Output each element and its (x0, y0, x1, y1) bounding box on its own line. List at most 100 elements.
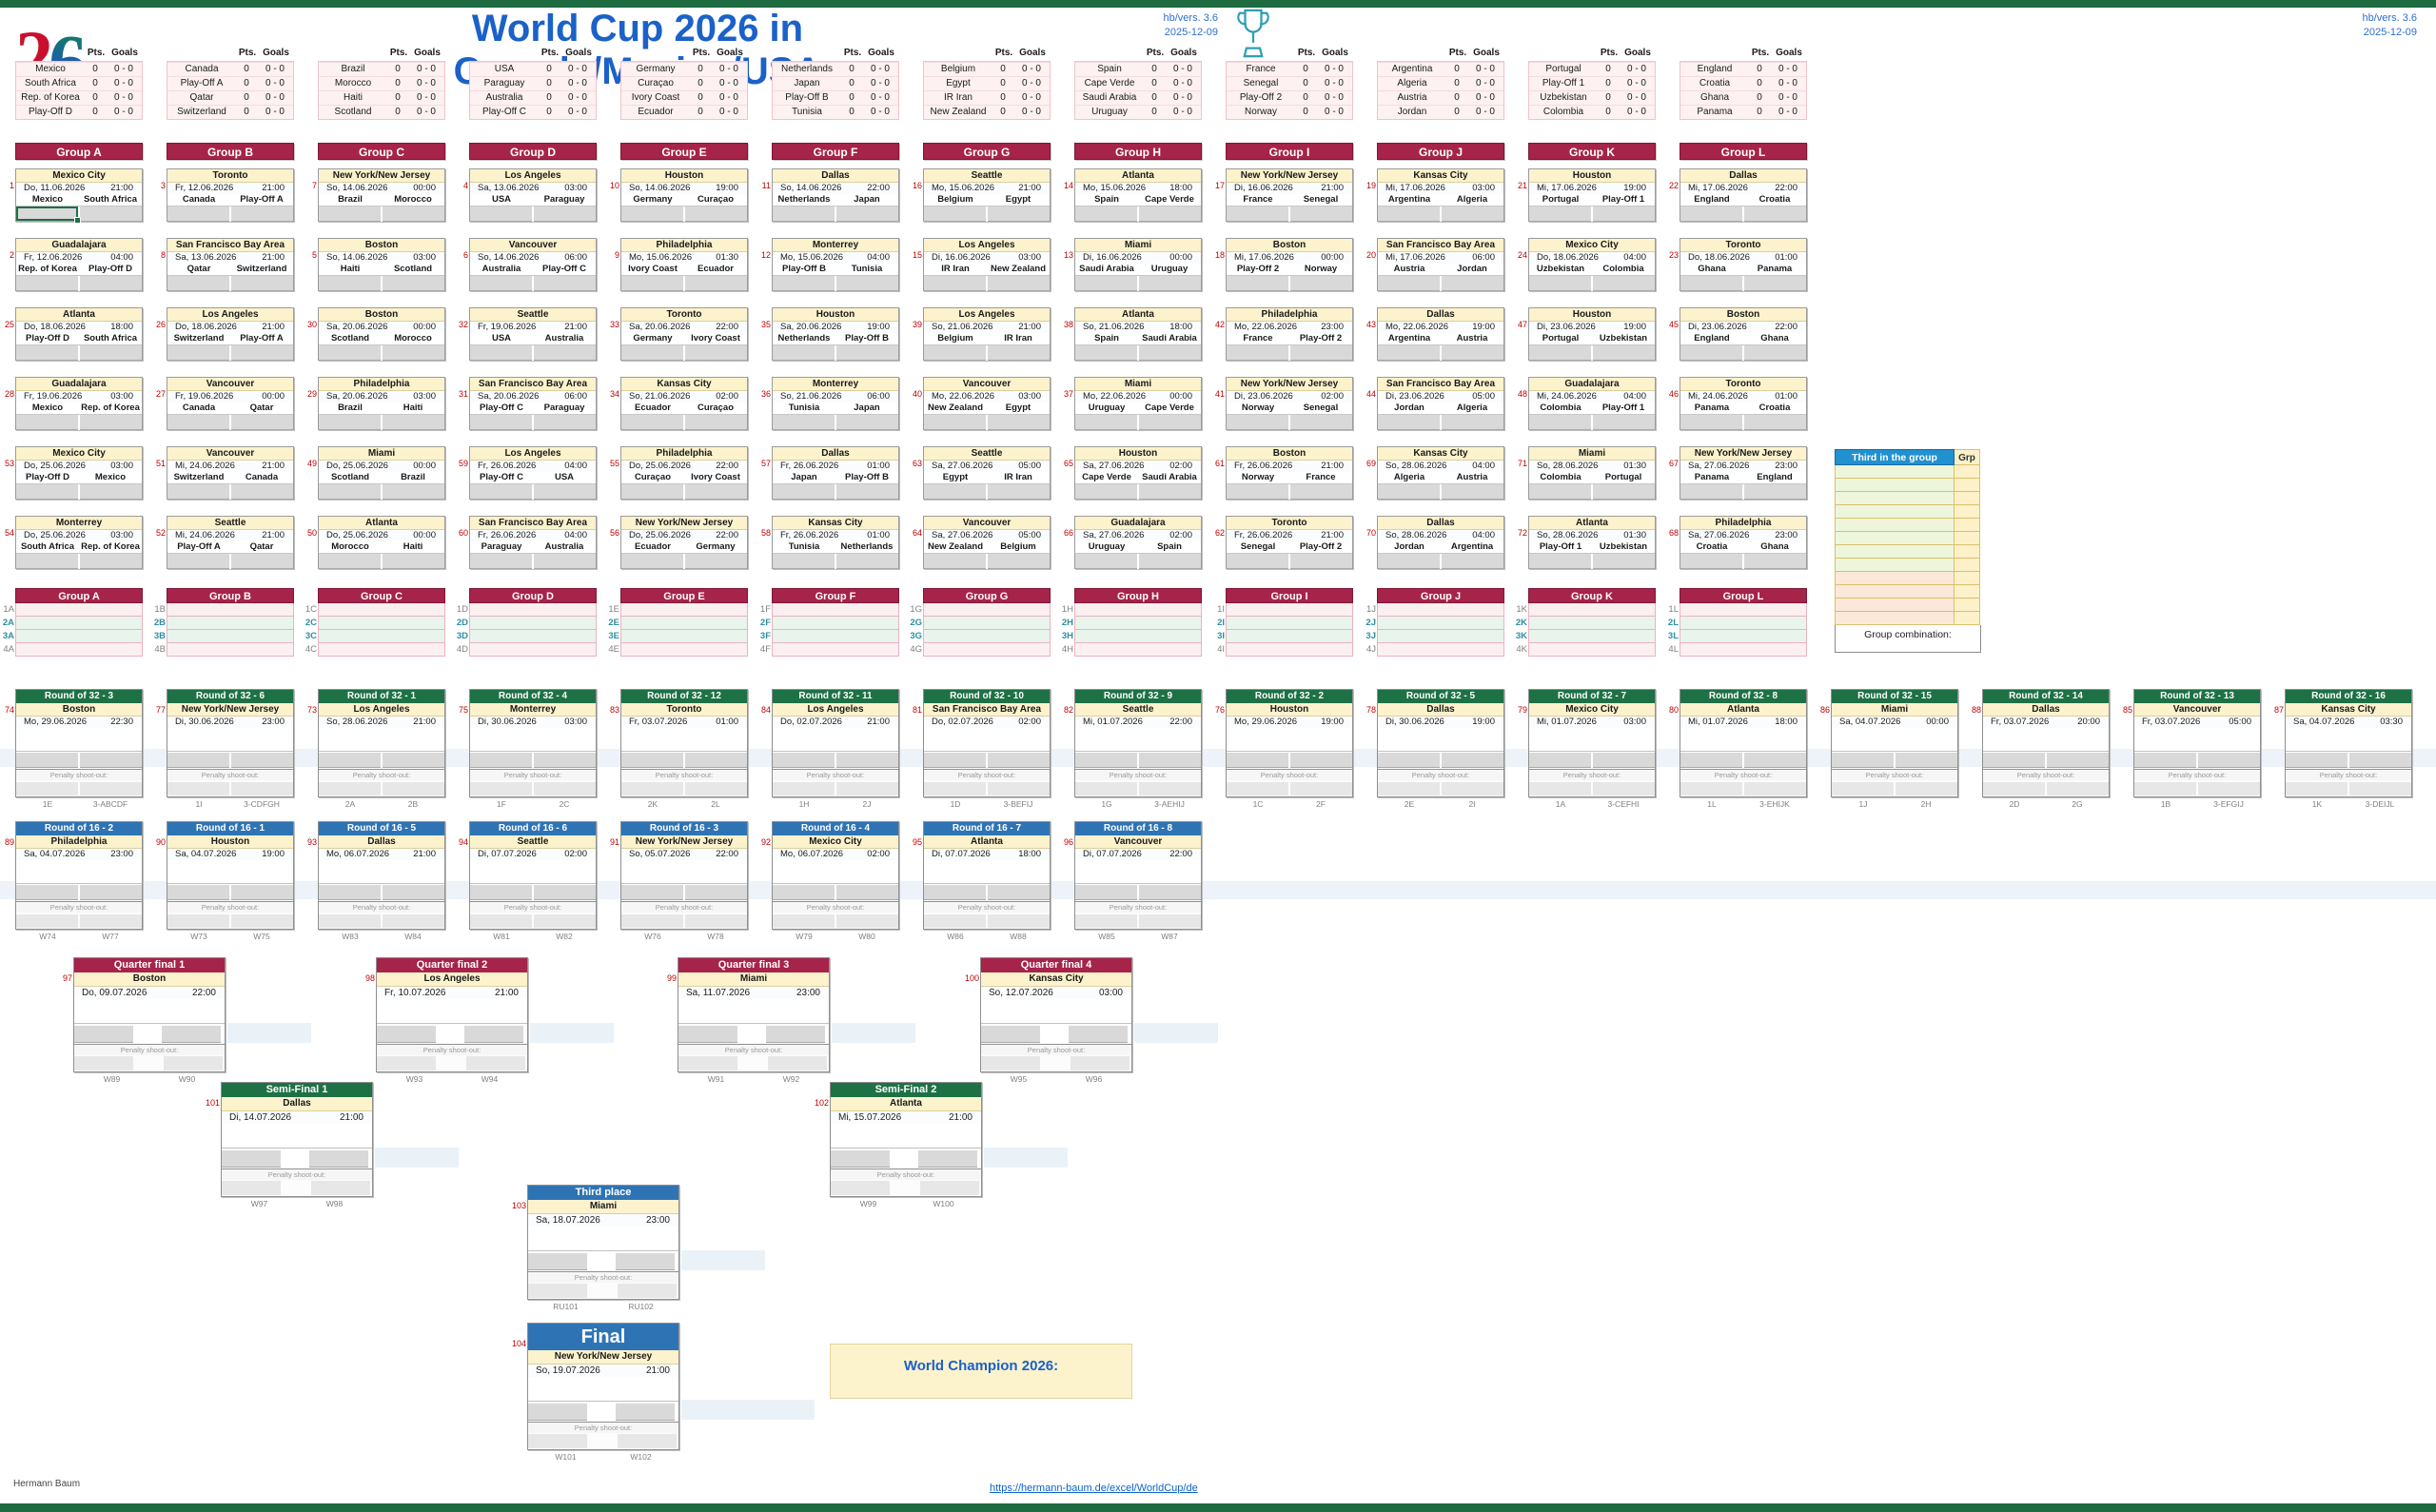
away-score-cell[interactable] (1290, 415, 1352, 430)
home-score-cell[interactable] (319, 484, 381, 500)
away-score-cell[interactable] (836, 276, 898, 291)
home-score-cell[interactable] (1529, 554, 1591, 569)
home-score-cell[interactable] (621, 206, 683, 222)
home-score-cell[interactable] (773, 276, 835, 291)
home-score-cell[interactable] (1529, 484, 1591, 500)
home-score-cell[interactable] (1227, 415, 1288, 430)
away-score-cell[interactable] (534, 276, 596, 291)
away-penalty-cell[interactable] (836, 781, 898, 795)
away-score-cell[interactable] (1442, 206, 1503, 222)
home-score-cell[interactable] (1529, 276, 1591, 291)
home-penalty-cell[interactable] (74, 1056, 133, 1070)
home-score-cell[interactable] (319, 206, 381, 222)
away-score-cell[interactable] (836, 753, 898, 768)
team-slots-area[interactable] (2134, 728, 2260, 751)
home-score-cell[interactable] (2134, 753, 2196, 768)
home-score-cell[interactable] (319, 753, 381, 768)
home-score-cell[interactable] (74, 1025, 133, 1043)
away-score-cell[interactable] (1290, 753, 1352, 768)
home-score-cell[interactable] (167, 484, 229, 500)
home-penalty-cell[interactable] (773, 781, 835, 795)
home-score-cell[interactable] (167, 885, 229, 900)
home-penalty-cell[interactable] (1529, 781, 1591, 795)
home-penalty-cell[interactable] (1378, 781, 1440, 795)
home-score-cell[interactable] (678, 1025, 737, 1043)
away-score-cell[interactable] (1139, 753, 1201, 768)
home-score-cell[interactable] (773, 206, 835, 222)
home-score-cell[interactable] (1378, 276, 1440, 291)
away-score-cell[interactable] (685, 484, 747, 500)
away-score-cell[interactable] (309, 1149, 368, 1168)
away-score-cell[interactable] (988, 345, 1050, 361)
away-score-cell[interactable] (1139, 554, 1201, 569)
away-score-cell[interactable] (80, 206, 142, 222)
home-score-cell[interactable] (2286, 753, 2348, 768)
away-score-cell[interactable] (988, 484, 1050, 500)
home-penalty-cell[interactable] (621, 913, 683, 928)
away-penalty-cell[interactable] (920, 1181, 979, 1195)
home-score-cell[interactable] (1227, 484, 1288, 500)
home-penalty-cell[interactable] (924, 781, 986, 795)
team-slots-area[interactable] (319, 860, 444, 883)
home-score-cell[interactable] (924, 206, 986, 222)
home-score-cell[interactable] (470, 276, 532, 291)
home-penalty-cell[interactable] (621, 781, 683, 795)
away-score-cell[interactable] (836, 885, 898, 900)
team-slots-area[interactable] (167, 860, 293, 883)
away-penalty-cell[interactable] (466, 1056, 525, 1070)
away-score-cell[interactable] (1744, 206, 1806, 222)
away-penalty-cell[interactable] (311, 1181, 370, 1195)
home-score-cell[interactable] (319, 345, 381, 361)
team-slots-area[interactable] (1075, 860, 1201, 883)
away-score-cell[interactable] (1593, 753, 1655, 768)
away-score-cell[interactable] (616, 1403, 675, 1421)
home-score-cell[interactable] (1529, 415, 1591, 430)
away-score-cell[interactable] (616, 1252, 675, 1270)
away-score-cell[interactable] (1442, 415, 1503, 430)
home-score-cell[interactable] (1075, 484, 1137, 500)
away-penalty-cell[interactable] (2047, 781, 2109, 795)
home-score-cell[interactable] (924, 345, 986, 361)
away-score-cell[interactable] (464, 1025, 523, 1043)
home-score-cell[interactable] (924, 753, 986, 768)
away-score-cell[interactable] (1290, 345, 1352, 361)
team-slots-area[interactable] (319, 728, 444, 751)
home-score-cell[interactable] (319, 554, 381, 569)
home-score-cell[interactable] (167, 206, 229, 222)
away-score-cell[interactable] (988, 276, 1050, 291)
away-score-cell[interactable] (685, 345, 747, 361)
team-slots-area[interactable] (470, 728, 596, 751)
home-score-cell[interactable] (470, 554, 532, 569)
home-score-cell[interactable] (528, 1252, 587, 1270)
away-score-cell[interactable] (1139, 885, 1201, 900)
home-penalty-cell[interactable] (1075, 913, 1137, 928)
away-penalty-cell[interactable] (1442, 781, 1503, 795)
away-score-cell[interactable] (80, 554, 142, 569)
away-score-cell[interactable] (836, 345, 898, 361)
home-score-cell[interactable] (773, 415, 835, 430)
away-score-cell[interactable] (534, 415, 596, 430)
away-penalty-cell[interactable] (2349, 781, 2411, 795)
home-score-cell[interactable] (621, 276, 683, 291)
team-slots-area[interactable] (621, 728, 747, 751)
away-penalty-cell[interactable] (836, 913, 898, 928)
away-score-cell[interactable] (80, 753, 142, 768)
home-score-cell[interactable] (470, 484, 532, 500)
away-score-cell[interactable] (383, 415, 444, 430)
home-score-cell[interactable] (470, 885, 532, 900)
home-score-cell[interactable] (1680, 276, 1742, 291)
away-score-cell[interactable] (836, 484, 898, 500)
away-penalty-cell[interactable] (1139, 781, 1201, 795)
away-penalty-cell[interactable] (768, 1056, 827, 1070)
home-penalty-cell[interactable] (1075, 781, 1137, 795)
away-score-cell[interactable] (231, 345, 293, 361)
away-score-cell[interactable] (685, 276, 747, 291)
away-penalty-cell[interactable] (231, 913, 293, 928)
away-score-cell[interactable] (231, 276, 293, 291)
away-penalty-cell[interactable] (618, 1284, 677, 1298)
away-score-cell[interactable] (1290, 276, 1352, 291)
home-score-cell[interactable] (1378, 753, 1440, 768)
home-score-cell[interactable] (16, 206, 81, 224)
away-score-cell[interactable] (1744, 484, 1806, 500)
home-score-cell[interactable] (621, 885, 683, 900)
